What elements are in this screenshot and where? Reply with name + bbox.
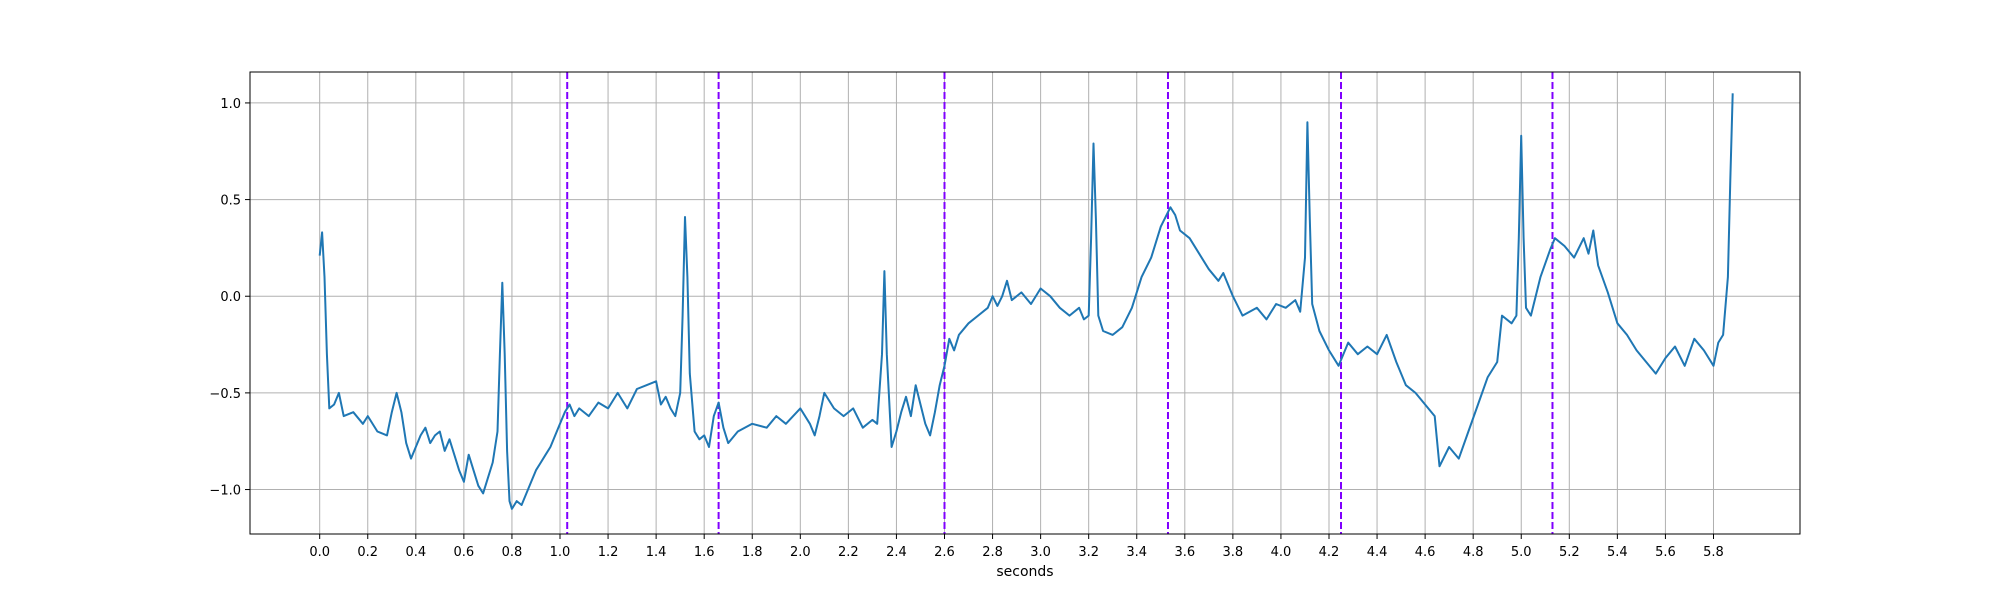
y-tick-label: 0.0 bbox=[220, 290, 241, 305]
x-tick-label: 2.2 bbox=[838, 545, 859, 560]
x-tick-label: 1.6 bbox=[694, 545, 715, 560]
y-axis-ticks: −1.0 −0.5 0.0 0.5 1.0 bbox=[209, 97, 250, 499]
x-tick-label: 4.6 bbox=[1415, 545, 1436, 560]
x-axis-ticks: 0.0 0.2 0.4 0.6 0.8 1.0 1.2 1.4 1.6 1.8 2.0 2.2 2.4 2… bbox=[309, 534, 1724, 560]
x-tick-label: 3.2 bbox=[1078, 545, 1099, 560]
x-tick-label: 1.2 bbox=[598, 545, 619, 560]
x-tick-label: 4.4 bbox=[1367, 545, 1388, 560]
x-tick-label: 1.4 bbox=[646, 545, 667, 560]
x-tick-label: 3.4 bbox=[1126, 545, 1147, 560]
x-tick-label: 0.8 bbox=[502, 545, 523, 560]
x-tick-label: 1.8 bbox=[742, 545, 763, 560]
x-tick-label: 4.8 bbox=[1463, 545, 1484, 560]
event-markers bbox=[566, 72, 1554, 534]
x-tick-label: 2.4 bbox=[886, 545, 907, 560]
x-tick-label: 4.2 bbox=[1319, 545, 1340, 560]
plot-frame bbox=[249, 71, 1801, 535]
x-tick-label: 5.0 bbox=[1511, 545, 1532, 560]
x-tick-label: 4.0 bbox=[1271, 545, 1292, 560]
x-tick-label: 5.2 bbox=[1559, 545, 1580, 560]
y-tick-label: −0.5 bbox=[209, 387, 241, 402]
x-tick-label: 1.0 bbox=[550, 545, 571, 560]
x-tick-label: 3.8 bbox=[1223, 545, 1244, 560]
x-axis-label: seconds bbox=[996, 564, 1053, 580]
series-layer bbox=[318, 93, 1734, 510]
y-tick-label: 0.5 bbox=[220, 194, 241, 209]
x-tick-label: 2.0 bbox=[790, 545, 811, 560]
signal-line bbox=[318, 93, 1734, 510]
y-tick-label: −1.0 bbox=[209, 484, 241, 499]
x-tick-label: 5.6 bbox=[1655, 545, 1676, 560]
x-tick-label: 5.4 bbox=[1607, 545, 1628, 560]
x-tick-label: 0.0 bbox=[309, 545, 330, 560]
x-tick-label: 5.8 bbox=[1703, 545, 1724, 560]
x-tick-label: 2.8 bbox=[982, 545, 1003, 560]
y-tick-label: 1.0 bbox=[220, 97, 241, 112]
x-tick-label: 0.4 bbox=[405, 545, 426, 560]
x-tick-label: 3.0 bbox=[1030, 545, 1051, 560]
x-tick-label: 3.6 bbox=[1174, 545, 1195, 560]
grid-lines bbox=[250, 72, 1800, 534]
x-tick-label: 0.6 bbox=[454, 545, 475, 560]
x-tick-label: 2.6 bbox=[934, 545, 955, 560]
x-tick-label: 0.2 bbox=[357, 545, 378, 560]
